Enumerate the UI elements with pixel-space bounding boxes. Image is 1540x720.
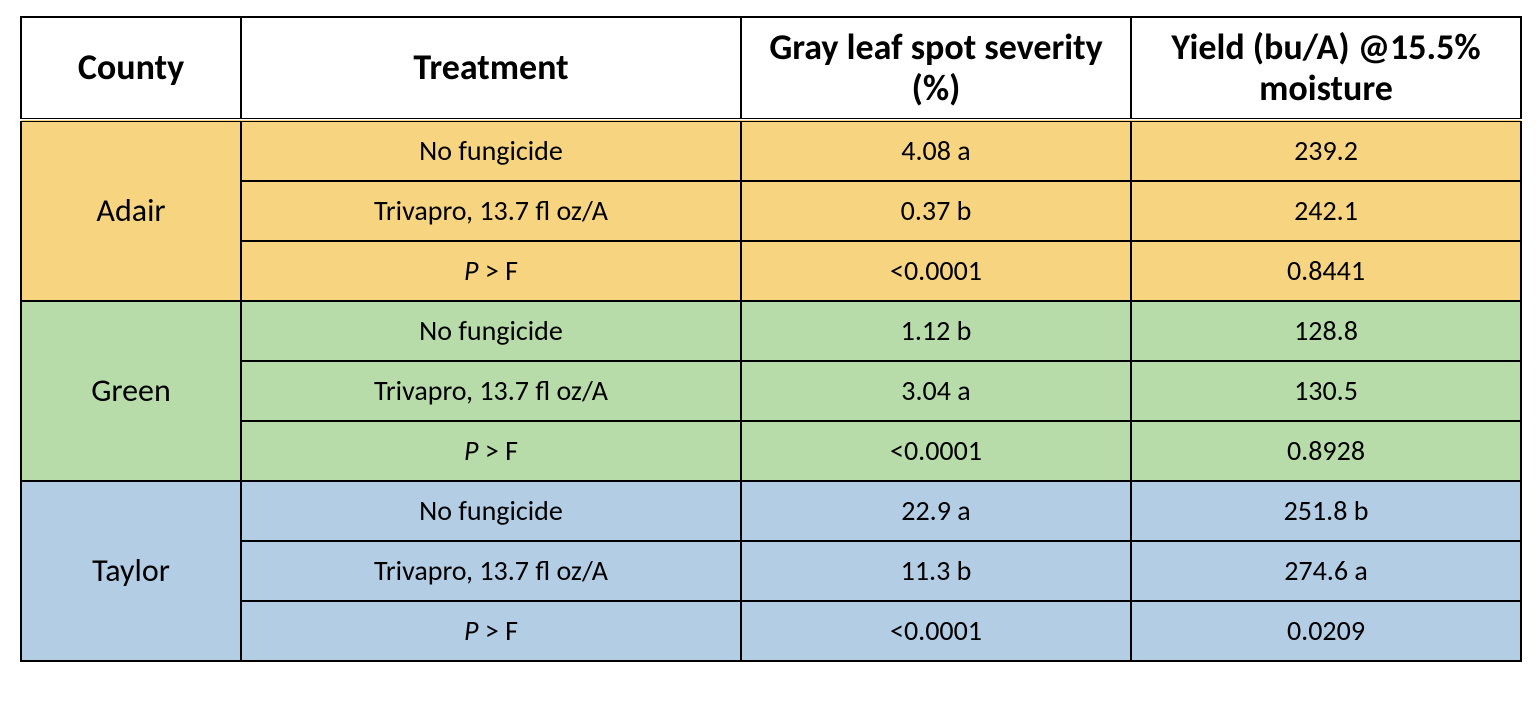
severity-cell: <0.0001 (741, 241, 1131, 301)
table-row: P > F<0.00010.8928 (21, 421, 1521, 481)
severity-cell: 4.08 a (741, 120, 1131, 181)
severity-cell: 1.12 b (741, 301, 1131, 361)
treatment-cell: No fungicide (241, 301, 741, 361)
col-county: County (21, 17, 241, 120)
col-treatment: Treatment (241, 17, 741, 120)
yield-cell: 274.6 a (1131, 541, 1521, 601)
table-header-row: County Treatment Gray leaf spot severity… (21, 17, 1521, 120)
severity-cell: <0.0001 (741, 421, 1131, 481)
treatment-cell: Trivapro, 13.7 fl oz/A (241, 361, 741, 421)
table-row: P > F<0.00010.8441 (21, 241, 1521, 301)
severity-cell: 22.9 a (741, 481, 1131, 541)
county-cell: Taylor (21, 481, 241, 661)
yield-cell: 239.2 (1131, 120, 1521, 181)
table-row: GreenNo fungicide1.12 b128.8 (21, 301, 1521, 361)
table-row: Trivapro, 13.7 fl oz/A11.3 b274.6 a (21, 541, 1521, 601)
col-yield: Yield (bu/A) @15.5% moisture (1131, 17, 1521, 120)
treatment-cell: No fungicide (241, 120, 741, 181)
table-row: P > F<0.00010.0209 (21, 601, 1521, 661)
county-cell: Green (21, 301, 241, 481)
treatment-cell: Trivapro, 13.7 fl oz/A (241, 181, 741, 241)
table-row: Trivapro, 13.7 fl oz/A3.04 a130.5 (21, 361, 1521, 421)
yield-cell: 0.8928 (1131, 421, 1521, 481)
yield-cell: 251.8 b (1131, 481, 1521, 541)
severity-cell: <0.0001 (741, 601, 1131, 661)
yield-cell: 0.8441 (1131, 241, 1521, 301)
treatment-cell: No fungicide (241, 481, 741, 541)
severity-cell: 3.04 a (741, 361, 1131, 421)
col-severity: Gray leaf spot severity (%) (741, 17, 1131, 120)
treatment-cell: Trivapro, 13.7 fl oz/A (241, 541, 741, 601)
yield-cell: 0.0209 (1131, 601, 1521, 661)
yield-cell: 130.5 (1131, 361, 1521, 421)
treatment-cell: P > F (241, 421, 741, 481)
treatment-cell: P > F (241, 601, 741, 661)
fungicide-results-table: County Treatment Gray leaf spot severity… (20, 16, 1522, 662)
table-row: TaylorNo fungicide22.9 a251.8 b (21, 481, 1521, 541)
severity-cell: 11.3 b (741, 541, 1131, 601)
treatment-cell: P > F (241, 241, 741, 301)
table-row: AdairNo fungicide4.08 a239.2 (21, 120, 1521, 181)
county-cell: Adair (21, 120, 241, 301)
table-body: AdairNo fungicide4.08 a239.2Trivapro, 13… (21, 120, 1521, 661)
table-row: Trivapro, 13.7 fl oz/A0.37 b242.1 (21, 181, 1521, 241)
yield-cell: 128.8 (1131, 301, 1521, 361)
yield-cell: 242.1 (1131, 181, 1521, 241)
severity-cell: 0.37 b (741, 181, 1131, 241)
